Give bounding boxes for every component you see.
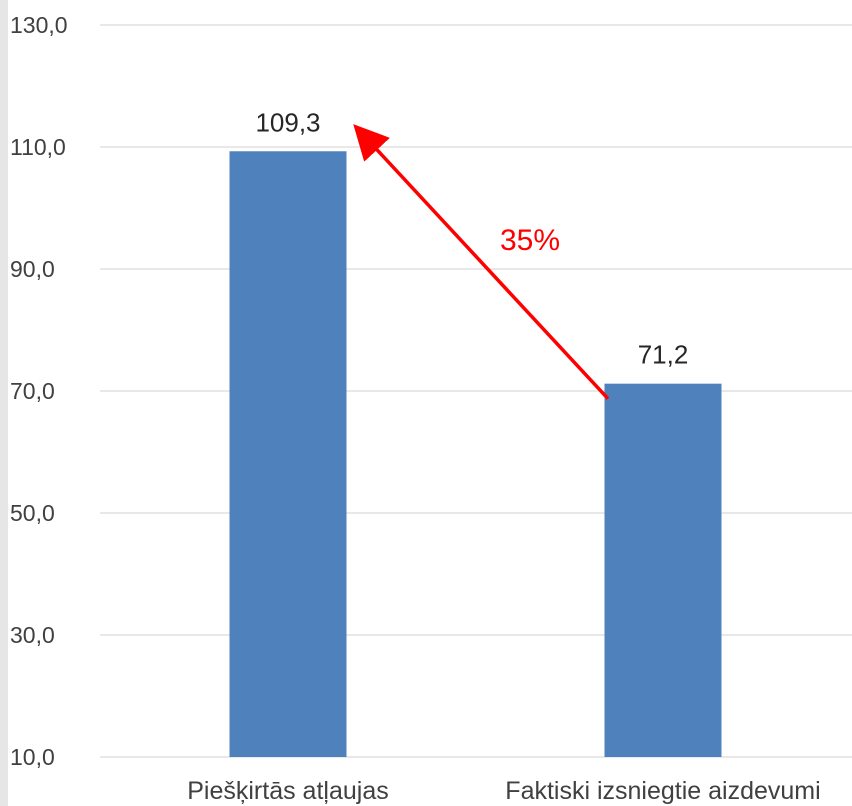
- y-axis-tick-labels: 10,0 30,0 50,0 70,0 90,0 110,0 130,0: [10, 12, 68, 770]
- data-label: 109,3: [255, 107, 320, 137]
- category-label: Piešķirtās atļaujas: [187, 777, 388, 805]
- bar: [604, 383, 722, 757]
- bar: [229, 151, 347, 757]
- y-tick-label: 10,0: [10, 744, 55, 770]
- x-axis-category-labels: Piešķirtās atļaujas Faktiski izsniegtie a…: [187, 777, 820, 805]
- annotation: 35%: [353, 124, 610, 400]
- y-tick-label: 30,0: [10, 622, 55, 648]
- data-labels: 109,3 71,2: [255, 107, 688, 369]
- annotation-label: 35%: [500, 224, 560, 257]
- bars: [229, 151, 722, 757]
- gridlines: [100, 24, 852, 758]
- y-tick-label: 130,0: [10, 12, 68, 38]
- y-tick-label: 90,0: [10, 256, 55, 282]
- plot-panel: [8, 0, 852, 806]
- y-tick-label: 70,0: [10, 378, 55, 404]
- category-label: Faktiski izsniegtie aizdevumi: [505, 777, 820, 805]
- y-tick-label: 110,0: [10, 134, 66, 160]
- y-tick-label: 50,0: [10, 500, 55, 526]
- data-label: 71,2: [638, 340, 689, 370]
- annotation-arrow: [353, 124, 610, 400]
